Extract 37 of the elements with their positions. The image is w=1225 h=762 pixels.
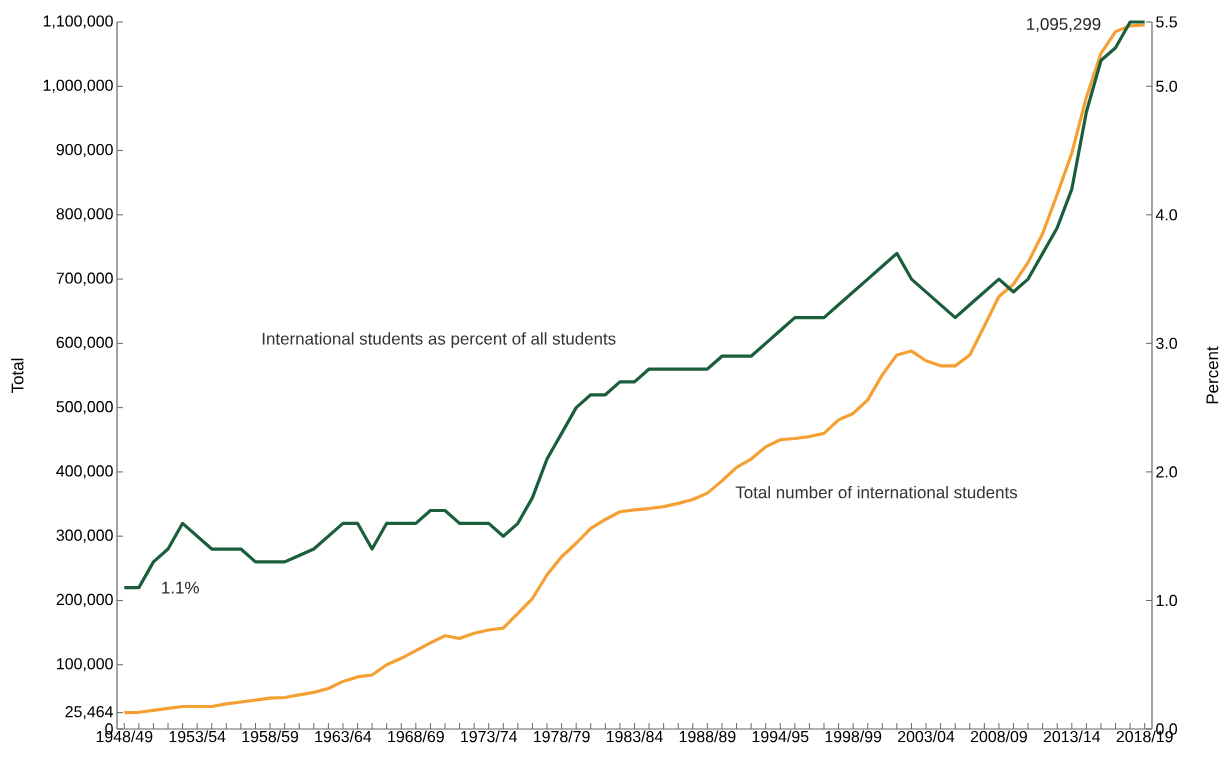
annotation: 1,095,299 — [1027, 18, 1101, 33]
y-tick-label: 400,000 — [56, 465, 113, 479]
y-tick-label: 100,000 — [57, 658, 113, 672]
y-tick-label: 500,000 — [56, 401, 113, 415]
x-tick-label: 1978/79 — [534, 730, 590, 743]
y-tick-label: 200,000 — [56, 593, 113, 608]
y-tick-label: 600,000 — [56, 336, 113, 350]
annotation: 1.1% — [162, 581, 199, 594]
y2-tick-label: 1.0 — [1156, 594, 1178, 607]
y-axis-title: Total — [11, 358, 24, 394]
y2-tick-label: 5.5 — [1156, 16, 1177, 28]
x-tick-label: 2003/04 — [898, 730, 955, 743]
y2-tick-label: 5.0 — [1156, 80, 1178, 92]
x-tick-label: 1973/74 — [461, 730, 518, 743]
x-tick-label: 1958/59 — [242, 730, 299, 743]
y2-tick-label: 3.0 — [1156, 337, 1178, 349]
x-tick-label: 1968/69 — [388, 730, 444, 743]
x-tick-label: 1963/64 — [315, 730, 372, 743]
y-tick-label: 700,000 — [56, 272, 113, 286]
x-tick-label: 1983/84 — [606, 730, 663, 743]
y2-tick-label: 2.0 — [1156, 466, 1178, 478]
x-tick-label: 1953/54 — [169, 730, 226, 743]
x-tick-label: 1988/89 — [679, 730, 736, 743]
y-tick-label: 1,100,000 — [43, 15, 113, 29]
y-tick-label: 1,000,000 — [43, 79, 113, 93]
y-tick-label: 25,464 — [65, 706, 113, 720]
x-tick-label: 2013/14 — [1043, 730, 1101, 743]
y-tick-label: 900,000 — [56, 143, 113, 158]
x-tick-label: 1998/99 — [825, 730, 882, 743]
x-tick-label: 1994/95 — [752, 730, 809, 743]
x-tick-label: 2008/09 — [970, 730, 1027, 743]
y2-axis-title: Percent — [1206, 346, 1219, 404]
text: International students as percent of all students — [262, 332, 616, 349]
y2-tick-label: 4.0 — [1155, 209, 1178, 221]
y-tick-label: 800,000 — [56, 208, 113, 222]
series-label: Total number of international students — [735, 485, 1018, 499]
y-tick-label: 300,000 — [56, 529, 113, 543]
